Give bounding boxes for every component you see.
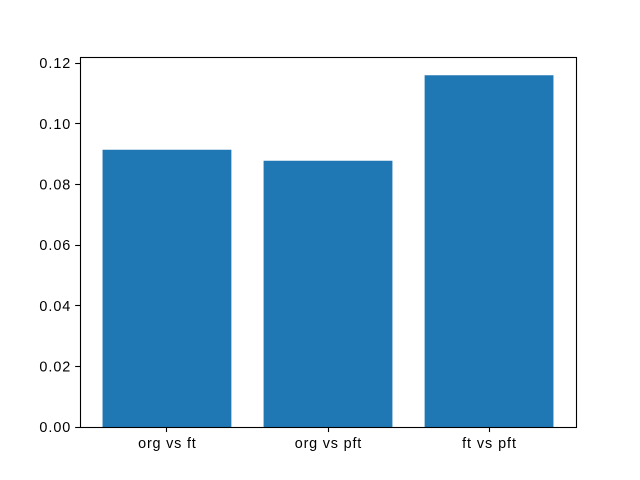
svg-text:0.08: 0.08 (39, 177, 70, 193)
svg-text:0.06: 0.06 (39, 238, 70, 254)
svg-text:ft vs pft: ft vs pft (462, 436, 516, 452)
svg-text:0.12: 0.12 (39, 56, 70, 72)
svg-text:org vs ft: org vs ft (138, 436, 196, 452)
svg-text:0.04: 0.04 (39, 299, 70, 315)
svg-text:org vs pft: org vs pft (295, 436, 362, 452)
svg-text:0.00: 0.00 (39, 420, 70, 436)
svg-text:0.10: 0.10 (39, 117, 70, 133)
svg-text:0.02: 0.02 (39, 360, 70, 376)
